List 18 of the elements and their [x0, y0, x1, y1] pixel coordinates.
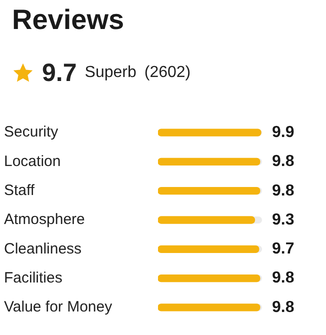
text: Superb	[84, 64, 136, 82]
y-tick-label: Staff	[4, 182, 36, 199]
data-label: 9.7	[272, 240, 294, 258]
chart-title: Reviews	[12, 4, 124, 36]
data-label: 9.8	[272, 298, 294, 316]
y-tick-label: Value for Money	[4, 298, 113, 316]
data-label: 9.9	[272, 124, 294, 141]
y-tick-label: Cleanliness	[4, 240, 82, 258]
y-tick-label: Atmosphere	[4, 211, 85, 228]
data-label: 9.8	[272, 182, 294, 200]
text: 9.7	[42, 58, 77, 88]
y-tick-label: Location	[4, 152, 61, 170]
y-tick-label: Security	[4, 124, 59, 141]
text: (2602)	[144, 64, 191, 82]
data-label: 9.3	[272, 211, 294, 228]
y-tick-label: Facilities	[4, 269, 62, 286]
data-label: 9.8	[272, 153, 294, 170]
data-label: 9.8	[272, 270, 294, 287]
